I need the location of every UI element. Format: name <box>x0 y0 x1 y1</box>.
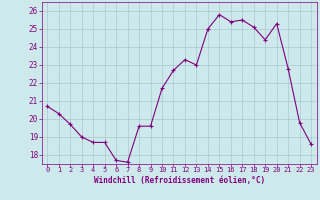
X-axis label: Windchill (Refroidissement éolien,°C): Windchill (Refroidissement éolien,°C) <box>94 176 265 185</box>
